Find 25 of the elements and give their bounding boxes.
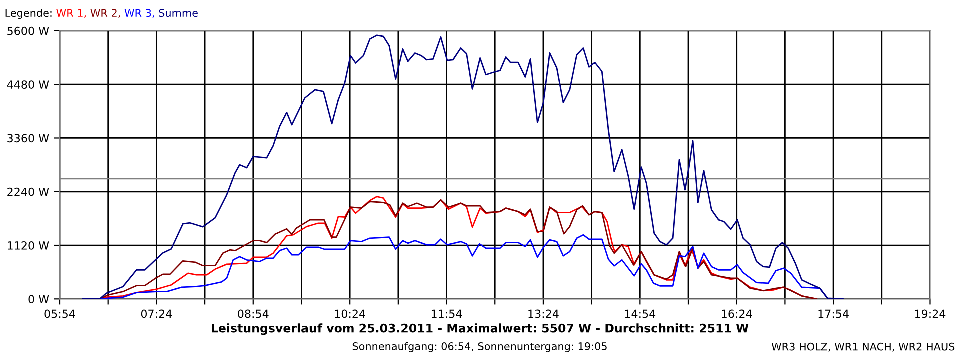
line-series xyxy=(82,34,844,300)
text: WR 1, xyxy=(56,9,86,18)
x-tick-label: 14:54 xyxy=(625,310,656,318)
text: Leistungsverlauf vom 25.03.2011 - Maximalwert: 5507 W - Durchschnitt: 2511 W xyxy=(212,324,749,336)
y-tick-label: 5600 W xyxy=(8,26,50,36)
text: Sonnenaufgang: 06:54, Sonnenuntergang: 19:05 xyxy=(352,342,607,352)
x-tick-label: 16:24 xyxy=(722,310,752,318)
y-tick-label: 4480 W xyxy=(7,80,50,89)
y-tick-label: 2240 W xyxy=(8,188,50,196)
legend-title: Legende: xyxy=(6,9,52,20)
x-tick-label: 05:54 xyxy=(44,310,76,318)
x-tick-label: 11:54 xyxy=(432,310,462,318)
x-tick-label: 13:24 xyxy=(528,310,559,318)
x-tick-label: 08:54 xyxy=(238,310,269,318)
x-tick-label: 19:24 xyxy=(915,310,946,318)
text: Summe xyxy=(159,9,198,18)
y-tick-label: 3360 W xyxy=(8,134,50,143)
text: WR 2, xyxy=(90,9,120,18)
y-tick-label: 0 W xyxy=(28,295,50,304)
text: WR3 HOLZ, WR1 NACH, WR2 HAUS xyxy=(772,342,955,352)
x-tick-label: 17:54 xyxy=(818,310,849,318)
x-tick-label: 10:24 xyxy=(335,310,366,318)
x-tick-label: 07:24 xyxy=(141,310,172,318)
text: WR 3, xyxy=(124,9,154,18)
y-tick-label: 1120 W xyxy=(8,241,50,250)
